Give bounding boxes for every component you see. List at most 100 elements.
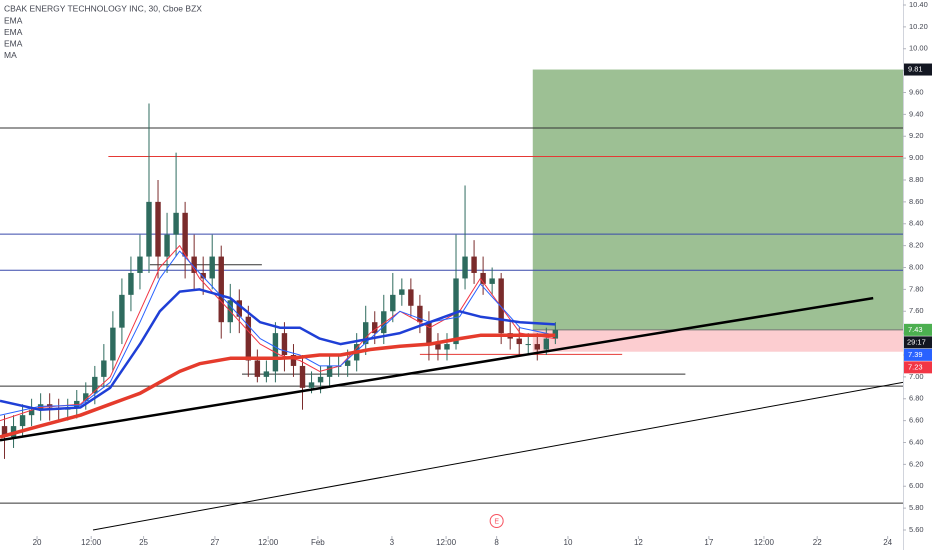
legend-entry: EMA	[4, 27, 23, 37]
candle-body	[435, 344, 441, 350]
candle-body	[372, 322, 378, 334]
y-tick-label: 7.60	[909, 306, 924, 315]
x-tick-label: 12:00	[81, 538, 102, 547]
y-tick-label: 6.80	[909, 394, 924, 403]
x-tick-label: 12	[634, 538, 643, 547]
y-tick-label: 8.40	[909, 219, 924, 228]
event-label: E	[494, 518, 499, 525]
x-tick-label: Feb	[311, 538, 325, 547]
candle-body	[155, 201, 161, 257]
candle-body	[489, 278, 495, 284]
target-zone	[532, 69, 903, 330]
candle-body	[408, 289, 414, 306]
price-tag-label: 7.23	[908, 362, 923, 371]
candle-body	[498, 278, 504, 334]
price-tag	[904, 323, 932, 336]
candle-body	[516, 338, 522, 345]
x-tick-label: 22	[813, 538, 822, 547]
x-tick-label: 12:00	[436, 538, 457, 547]
x-tick-label: 27	[210, 538, 219, 547]
y-tick-label: 6.00	[909, 481, 924, 490]
candle-body	[119, 294, 125, 328]
event-marker	[489, 514, 504, 528]
y-tick-label: 7.00	[909, 372, 924, 381]
indicator-line	[0, 250, 556, 416]
candle-body	[299, 365, 306, 388]
candle-body	[83, 393, 89, 401]
indicator-line	[0, 245, 556, 422]
price-tag	[904, 348, 932, 361]
candle-body	[317, 376, 324, 383]
price-tag	[904, 361, 932, 374]
candle-body	[444, 344, 450, 350]
y-tick-label: 8.20	[909, 241, 924, 250]
candle-body	[308, 382, 315, 388]
y-tick-label: 9.20	[909, 131, 924, 140]
y-tick-label: 10.20	[909, 22, 928, 31]
trend-line	[92, 381, 903, 531]
candle-body	[218, 256, 224, 323]
candle-body	[281, 333, 288, 355]
y-tick-label: 9.40	[909, 109, 924, 118]
candle-body	[344, 360, 351, 366]
y-tick-label: 9.60	[909, 87, 924, 96]
y-tick-label: 6.20	[909, 459, 924, 468]
price-tag	[904, 63, 932, 76]
candle-body	[137, 256, 143, 273]
candle-body	[525, 344, 531, 346]
y-tick-label: 7.80	[909, 284, 924, 293]
candle-body	[290, 355, 297, 366]
candle-body	[128, 272, 134, 295]
candle-body	[390, 294, 396, 312]
candle-body	[534, 344, 540, 350]
candle-body	[543, 338, 550, 350]
y-tick-label: 8.80	[909, 175, 924, 184]
candle-body	[254, 360, 261, 377]
candle-body	[381, 311, 387, 334]
x-tick-label: 12:00	[754, 538, 775, 547]
candle-body	[236, 300, 243, 317]
y-tick-label: 5.80	[909, 503, 924, 512]
candle-body	[146, 201, 152, 257]
price-tag-label: 7.43	[908, 325, 923, 334]
candle-body	[173, 212, 179, 235]
candle-body	[19, 415, 26, 427]
candle-body	[462, 256, 468, 279]
candle-body	[209, 256, 215, 279]
candle-body	[263, 371, 270, 377]
countdown: 29:17	[907, 337, 926, 346]
x-tick-label: 10	[564, 538, 573, 547]
x-tick-label: 24	[883, 538, 892, 547]
y-tick-label: 9.00	[909, 153, 924, 162]
candle-body	[453, 278, 459, 345]
legend-entry: EMA	[4, 38, 23, 48]
x-tick-label: 12:00	[258, 538, 279, 547]
x-tick-label: 17	[704, 538, 713, 547]
plot-area	[0, 69, 903, 531]
y-tick-label: 6.40	[909, 437, 924, 446]
candle-body	[1, 426, 8, 438]
candle-body	[417, 305, 423, 323]
candle-body	[191, 256, 197, 273]
candle-body	[110, 327, 116, 361]
candle-body	[245, 316, 252, 361]
legend-entry: EMA	[4, 15, 23, 25]
candle-body	[471, 256, 477, 273]
y-tick-label: 6.60	[909, 416, 924, 425]
candle-body	[363, 322, 369, 345]
countdown-box	[904, 336, 932, 349]
y-tick-label: 10.00	[909, 44, 928, 53]
x-tick-label: 20	[33, 538, 42, 547]
trend-line	[0, 296, 874, 442]
x-tick-label: 8	[494, 538, 499, 547]
candle-body	[399, 289, 405, 295]
candle-body	[426, 322, 432, 345]
chart-title: CBAK ENERGY TECHNOLOGY INC, 30, Cboe BZX	[4, 3, 202, 13]
candle-body	[182, 212, 188, 257]
candle-body	[164, 234, 170, 257]
candle-body	[101, 360, 107, 377]
indicator-line	[0, 333, 556, 439]
candle-body	[200, 272, 206, 279]
stop-zone	[532, 329, 903, 352]
